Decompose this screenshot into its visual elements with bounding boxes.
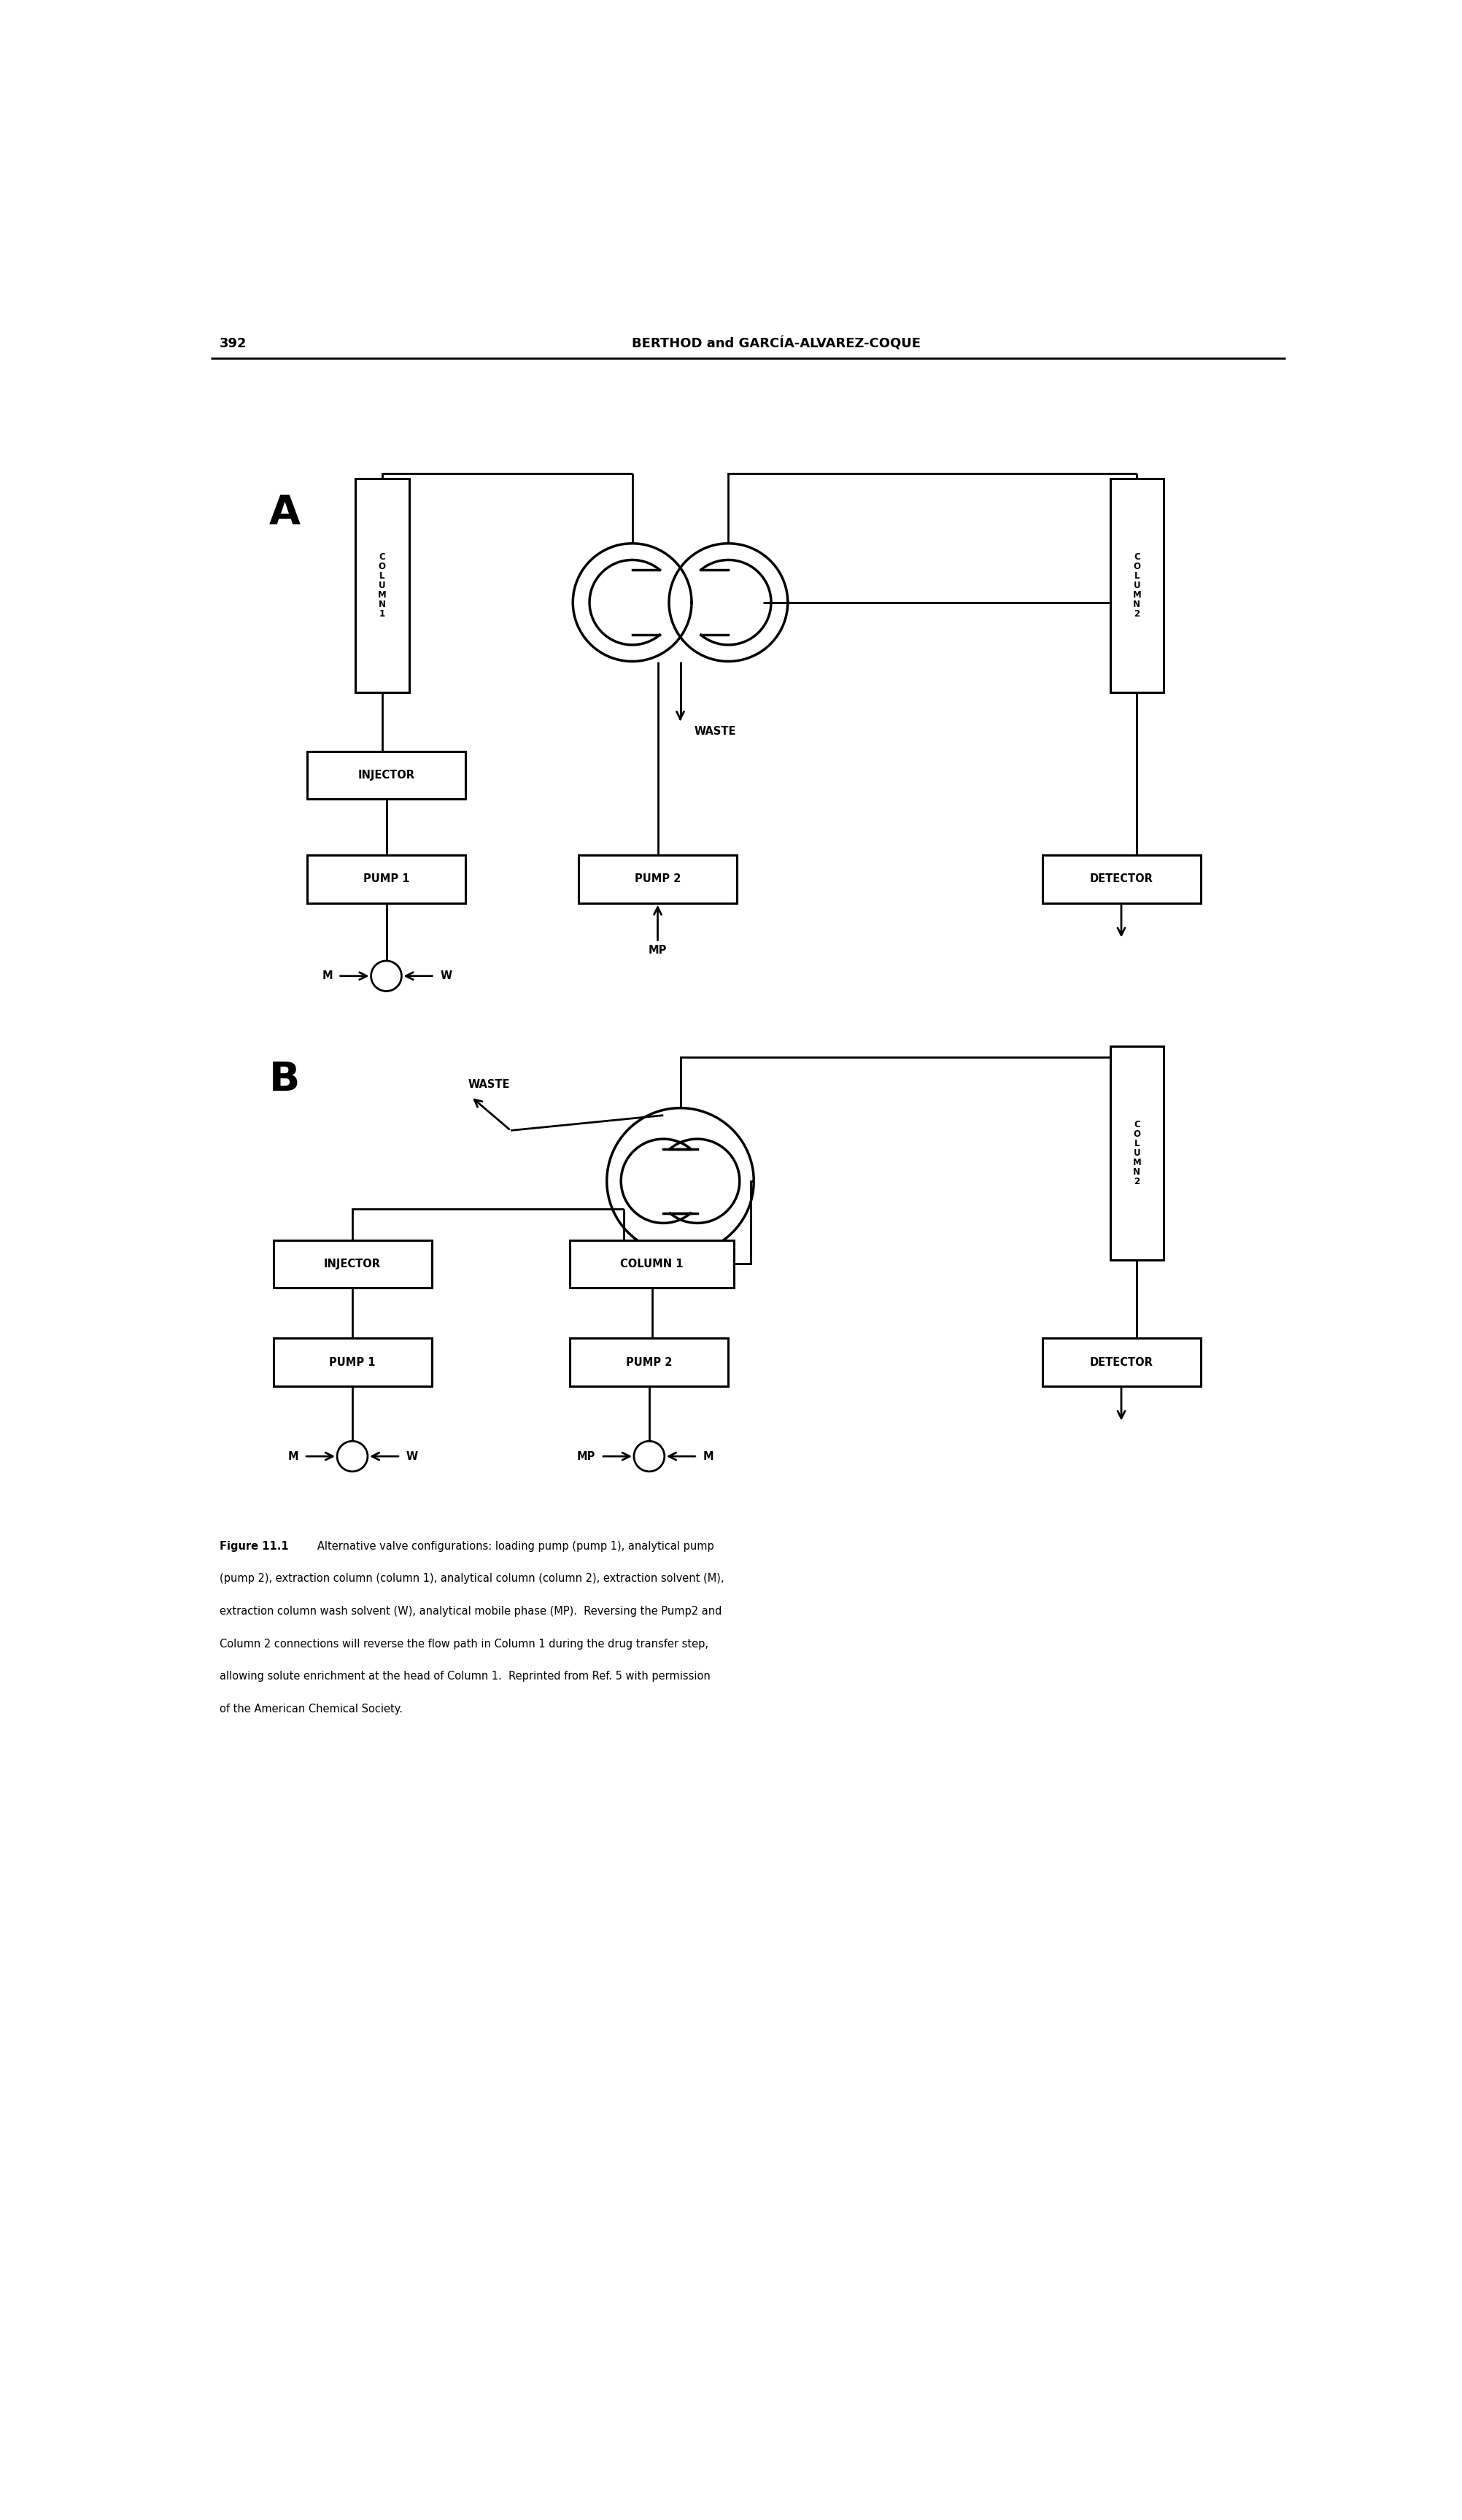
- Text: PUMP 1: PUMP 1: [363, 874, 409, 885]
- Text: W: W: [406, 1452, 418, 1462]
- Text: PUMP 1: PUMP 1: [329, 1356, 376, 1368]
- Bar: [570, 1338, 728, 1386]
- Text: M: M: [703, 1452, 713, 1462]
- Text: PUMP 2: PUMP 2: [635, 874, 681, 885]
- Text: INJECTOR: INJECTOR: [358, 769, 415, 781]
- Bar: [1042, 854, 1200, 902]
- Circle shape: [635, 1441, 664, 1472]
- Text: M: M: [288, 1452, 298, 1462]
- Text: Figure 11.1: Figure 11.1: [219, 1540, 288, 1552]
- Bar: [579, 854, 737, 902]
- Text: DETECTOR: DETECTOR: [1089, 1356, 1154, 1368]
- Text: extraction column wash solvent (W), analytical mobile phase (MP).  Reversing the: extraction column wash solvent (W), anal…: [219, 1605, 722, 1618]
- Text: C
O
L
U
M
N
1: C O L U M N 1: [377, 552, 386, 620]
- Bar: [273, 1240, 431, 1288]
- Text: W: W: [440, 970, 452, 980]
- Text: Alternative valve configurations: loading pump (pump 1), analytical pump: Alternative valve configurations: loadin…: [307, 1540, 713, 1552]
- Text: MP: MP: [577, 1452, 595, 1462]
- Text: INJECTOR: INJECTOR: [325, 1257, 380, 1270]
- Bar: [1042, 1338, 1200, 1386]
- Text: (pump 2), extraction column (column 1), analytical column (column 2), extraction: (pump 2), extraction column (column 1), …: [219, 1572, 724, 1585]
- Text: B: B: [269, 1061, 300, 1099]
- Text: of the American Chemical Society.: of the American Chemical Society.: [219, 1704, 402, 1714]
- Text: A: A: [269, 494, 300, 532]
- Text: PUMP 2: PUMP 2: [626, 1356, 673, 1368]
- Bar: [307, 751, 465, 799]
- Text: allowing solute enrichment at the head of Column 1.  Reprinted from Ref. 5 with : allowing solute enrichment at the head o…: [219, 1671, 711, 1681]
- Bar: [1110, 479, 1164, 693]
- Text: COLUMN 1: COLUMN 1: [620, 1257, 684, 1270]
- Text: MP: MP: [649, 945, 667, 955]
- Text: WASTE: WASTE: [468, 1079, 510, 1091]
- Bar: [570, 1240, 734, 1288]
- Bar: [355, 479, 409, 693]
- Text: M: M: [322, 970, 332, 980]
- Bar: [273, 1338, 431, 1386]
- Text: WASTE: WASTE: [694, 726, 737, 736]
- Bar: [307, 854, 465, 902]
- Text: C
O
L
U
M
N
2: C O L U M N 2: [1133, 552, 1142, 620]
- Text: BERTHOD and GARCÍA-ALVAREZ-COQUE: BERTHOD and GARCÍA-ALVAREZ-COQUE: [632, 338, 921, 350]
- Text: DETECTOR: DETECTOR: [1089, 874, 1154, 885]
- Text: C
O
L
U
M
N
2: C O L U M N 2: [1133, 1119, 1142, 1187]
- Circle shape: [338, 1441, 367, 1472]
- Text: 392: 392: [219, 338, 247, 350]
- Circle shape: [371, 960, 402, 990]
- Bar: [1110, 1046, 1164, 1260]
- Text: Column 2 connections will reverse the flow path in Column 1 during the drug tran: Column 2 connections will reverse the fl…: [219, 1638, 708, 1648]
